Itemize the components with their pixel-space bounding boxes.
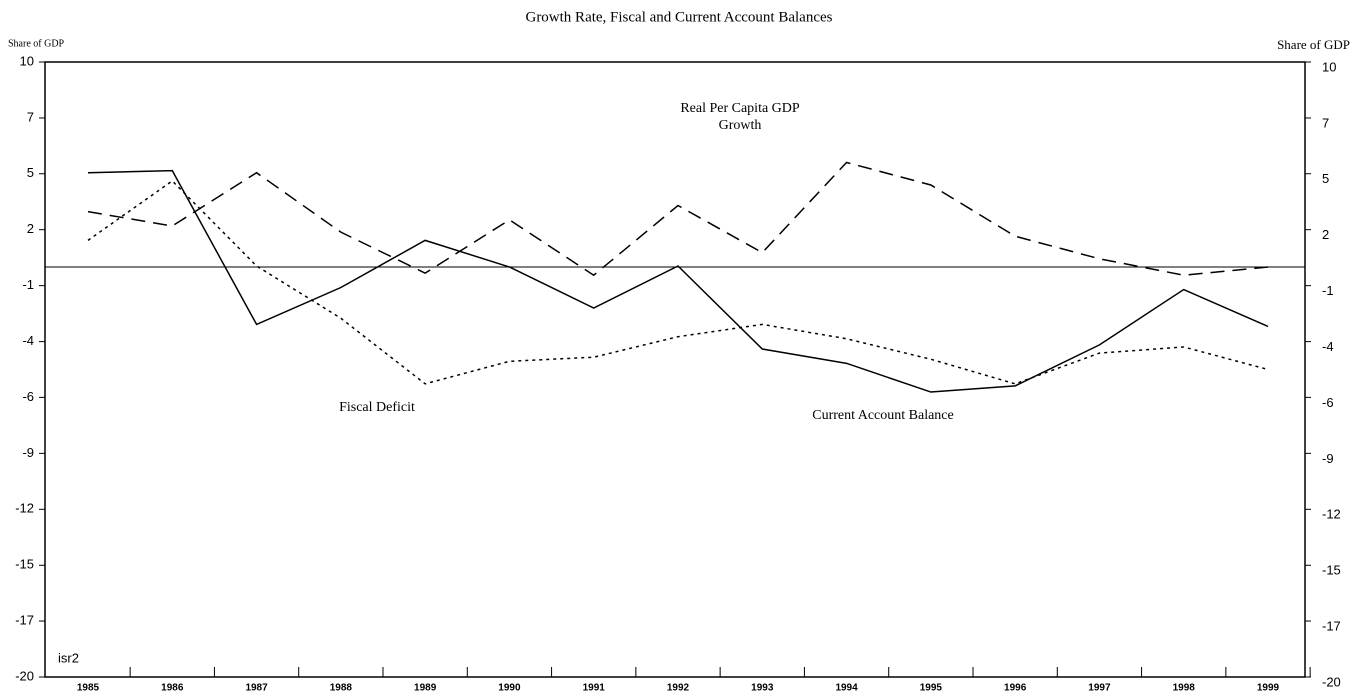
y-tick-label: -20 (15, 668, 34, 683)
x-tick-label: 1992 (667, 683, 690, 694)
x-tick-label: 1994 (835, 683, 858, 694)
x-tick-label: 1997 (1088, 683, 1111, 694)
x-tick-label: 1990 (498, 683, 521, 694)
x-tick-label: 1986 (161, 683, 184, 694)
y2-tick-label: -6 (1322, 395, 1334, 410)
x-tick-label: 1998 (1173, 683, 1196, 694)
series-annotation: Fiscal Deficit (339, 400, 415, 415)
y2-tick-label: -4 (1322, 339, 1334, 354)
y2-tick-label: 2 (1322, 227, 1329, 242)
series-line (87, 169, 1269, 393)
y-tick-label: -12 (15, 501, 34, 516)
y-tick-label: 7 (27, 109, 34, 124)
series-line (87, 179, 1269, 385)
y2-tick-label: 7 (1322, 115, 1329, 130)
x-tick-label: 1991 (583, 683, 606, 694)
x-tick-label: 1985 (77, 683, 100, 694)
series-line (87, 161, 1269, 277)
x-tick-label: 1999 (1257, 683, 1280, 694)
y2-tick-label: 10 (1322, 59, 1336, 74)
y2-tick-label: -12 (1322, 507, 1341, 522)
y2-tick-label: -20 (1322, 674, 1341, 689)
series-annotation: Real Per Capita GDP Growth (680, 101, 800, 133)
chart-title: Growth Rate, Fiscal and Current Account … (525, 9, 832, 25)
x-tick-label: 1995 (920, 683, 943, 694)
y2-tick-label: 5 (1322, 171, 1329, 186)
x-tick-label: 1996 (1004, 683, 1027, 694)
x-tick-label: 1988 (330, 683, 353, 694)
x-tick-label: 1989 (414, 683, 437, 694)
y-tick-label: -6 (22, 389, 34, 404)
x-tick-label: 1993 (751, 683, 774, 694)
y-tick-label: 5 (27, 165, 34, 180)
y-tick-label: -17 (15, 612, 34, 627)
y-tick-label: -9 (22, 445, 34, 460)
y2-tick-label: -1 (1322, 283, 1334, 298)
y2-tick-label: -15 (1322, 563, 1341, 578)
series-annotation: Current Account Balance (812, 408, 954, 423)
annotation: isr2 (58, 650, 79, 665)
y2-tick-label: -17 (1322, 618, 1341, 633)
x-tick-label: 1987 (245, 683, 268, 694)
y2-tick-label: -9 (1322, 451, 1334, 466)
y-tick-label: 10 (20, 53, 34, 68)
plot-frame (44, 61, 1306, 678)
y2-axis-label: Share of GDP (1277, 37, 1350, 52)
y-tick-label: -15 (15, 557, 34, 572)
y-axis-label: Share of GDP (8, 38, 65, 49)
y-tick-label: 2 (27, 221, 34, 236)
y-tick-label: -4 (22, 333, 34, 348)
y-tick-label: -1 (22, 277, 34, 292)
